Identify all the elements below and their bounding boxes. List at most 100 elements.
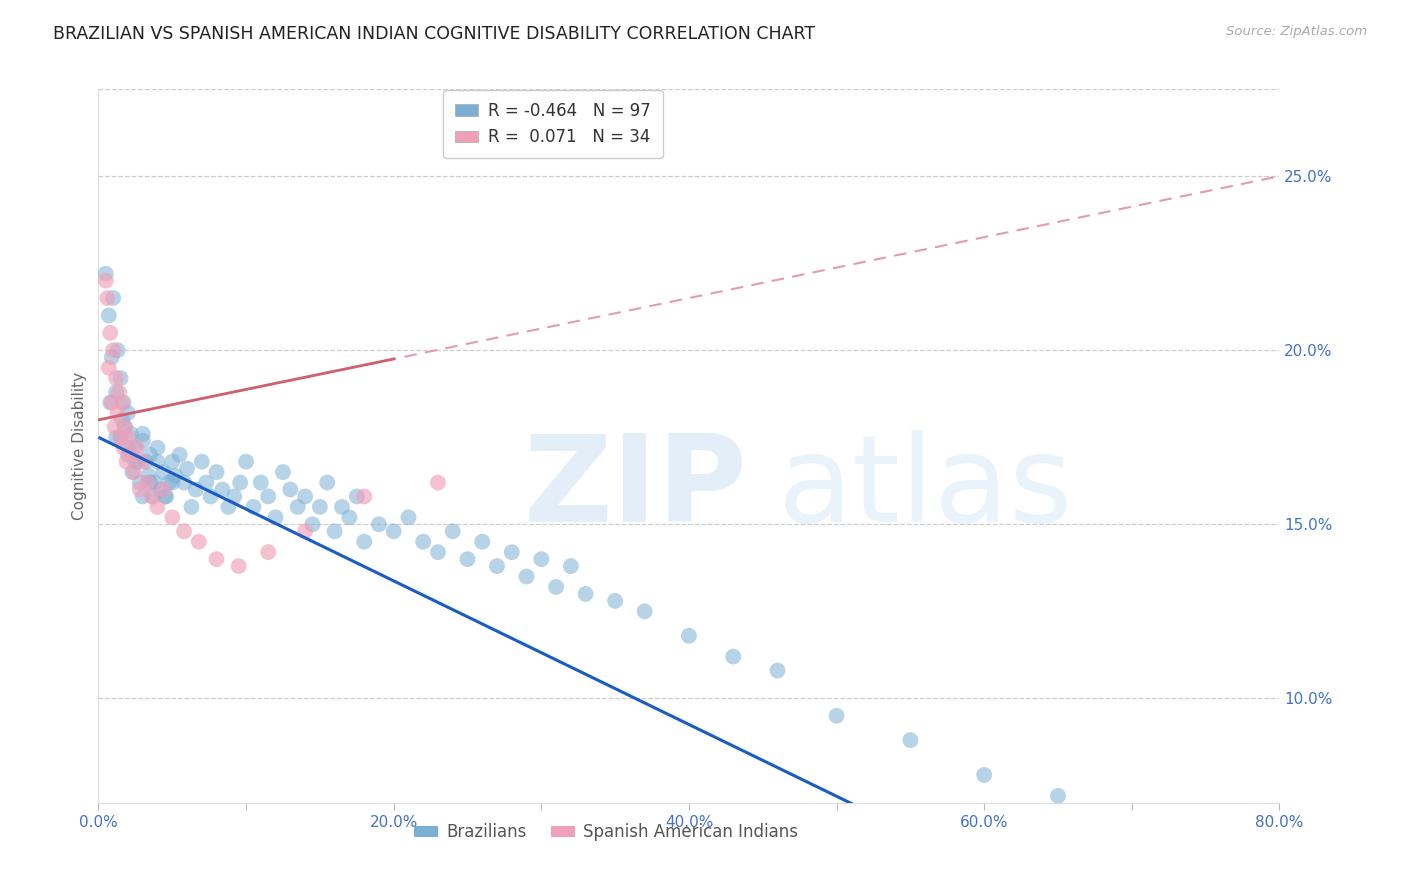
Point <box>112 395 135 409</box>
Point <box>98 326 121 340</box>
Point <box>180 500 202 514</box>
Point <box>132 455 155 469</box>
Point <box>1195 823 1218 838</box>
Point <box>104 420 127 434</box>
Point <box>169 448 191 462</box>
Point <box>287 500 309 514</box>
Point <box>339 510 361 524</box>
Point <box>94 274 117 288</box>
Point <box>634 604 657 618</box>
Point <box>108 385 131 400</box>
Point <box>162 455 183 469</box>
Point <box>107 343 129 358</box>
Point <box>103 343 125 358</box>
Point <box>139 448 162 462</box>
Point <box>117 448 139 462</box>
Point <box>257 490 280 504</box>
Point <box>516 569 538 583</box>
Point <box>575 587 598 601</box>
Point <box>330 500 353 514</box>
Point <box>309 500 332 514</box>
Point <box>678 629 700 643</box>
Point <box>141 490 163 504</box>
Point <box>353 490 375 504</box>
Text: BRAZILIAN VS SPANISH AMERICAN INDIAN COGNITIVE DISABILITY CORRELATION CHART: BRAZILIAN VS SPANISH AMERICAN INDIAN COG… <box>53 25 815 43</box>
Point <box>316 475 339 490</box>
Point <box>105 430 128 444</box>
Point <box>139 475 162 490</box>
Point <box>530 552 553 566</box>
Point <box>1121 814 1143 828</box>
Point <box>187 534 209 549</box>
Point <box>605 594 627 608</box>
Point <box>412 534 434 549</box>
Point <box>124 455 146 469</box>
Point <box>110 430 132 444</box>
Point <box>111 395 134 409</box>
Point <box>162 475 183 490</box>
Point <box>114 420 136 434</box>
Point <box>132 426 155 441</box>
Point <box>122 465 145 479</box>
Point <box>195 475 218 490</box>
Point <box>135 455 157 469</box>
Point <box>112 441 135 455</box>
Point <box>301 517 323 532</box>
Point <box>125 441 148 455</box>
Point <box>271 465 294 479</box>
Legend: Brazilians, Spanish American Indians: Brazilians, Spanish American Indians <box>408 817 804 848</box>
Point <box>100 395 122 409</box>
Point <box>353 534 375 549</box>
Point <box>153 490 176 504</box>
Point <box>146 441 169 455</box>
Point <box>294 490 316 504</box>
Point <box>173 475 195 490</box>
Point <box>250 475 273 490</box>
Point <box>152 483 174 497</box>
Point <box>973 768 995 782</box>
Point <box>110 371 132 385</box>
Point <box>132 434 155 448</box>
Point <box>117 441 139 455</box>
Point <box>97 360 120 375</box>
Point <box>205 465 228 479</box>
Point <box>211 483 233 497</box>
Point <box>900 733 922 747</box>
Point <box>229 475 252 490</box>
Point <box>114 420 136 434</box>
Text: Source: ZipAtlas.com: Source: ZipAtlas.com <box>1226 25 1367 38</box>
Point <box>111 413 134 427</box>
Point <box>257 545 280 559</box>
Point <box>441 524 464 539</box>
Point <box>471 534 494 549</box>
Point <box>228 559 250 574</box>
Point <box>766 664 789 678</box>
Point <box>427 545 450 559</box>
Point <box>224 490 246 504</box>
Point <box>184 483 207 497</box>
Point <box>191 455 214 469</box>
Point <box>173 524 195 539</box>
Point <box>120 426 142 441</box>
Point <box>105 371 128 385</box>
Point <box>132 490 155 504</box>
Point <box>138 468 160 483</box>
Point <box>1046 789 1070 803</box>
Point <box>128 483 150 497</box>
Point <box>146 455 169 469</box>
Point <box>346 490 368 504</box>
Point <box>242 500 264 514</box>
Point <box>117 406 139 420</box>
Text: ZIP: ZIP <box>523 430 748 548</box>
Point <box>120 448 142 462</box>
Point <box>162 510 183 524</box>
Point <box>100 350 122 364</box>
Point <box>142 490 165 504</box>
Point <box>323 524 346 539</box>
Point <box>125 455 148 469</box>
Point <box>205 552 228 566</box>
Y-axis label: Cognitive Disability: Cognitive Disability <box>72 372 87 520</box>
Point <box>98 395 121 409</box>
Point <box>501 545 523 559</box>
Point <box>427 475 450 490</box>
